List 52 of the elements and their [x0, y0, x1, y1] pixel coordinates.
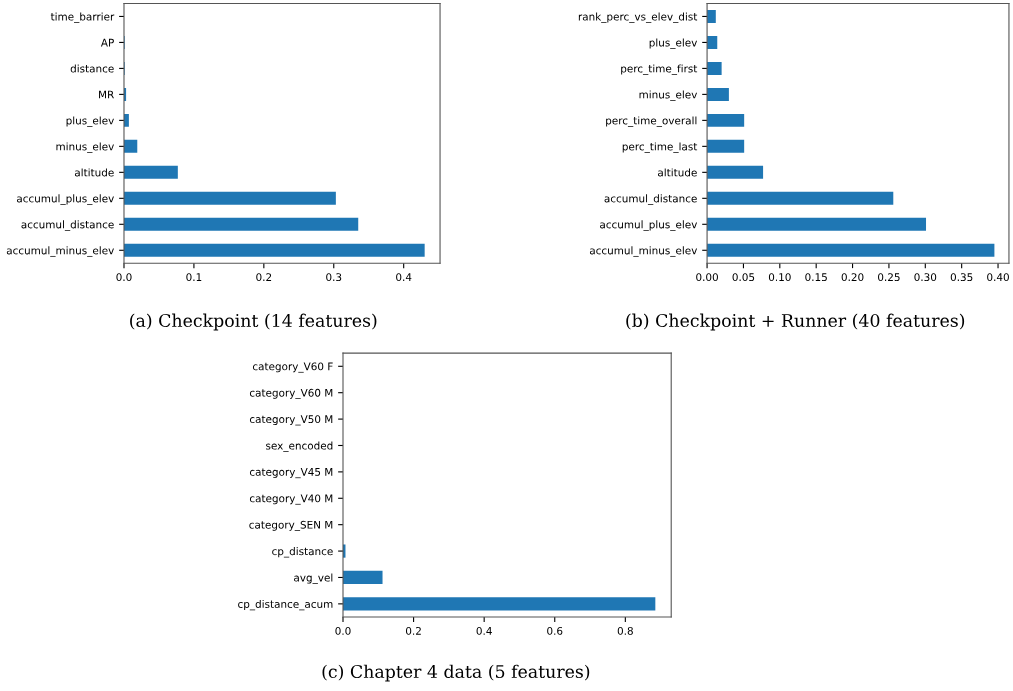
x-tick-label: 0.8: [617, 626, 633, 635]
y-tick-label: cp_distance_acum: [238, 599, 333, 611]
x-tick-label: 0.4: [476, 626, 492, 635]
y-tick-label: plus_elev: [649, 38, 698, 49]
y-tick-label: altitude: [74, 168, 114, 177]
x-tick-label: 0.6: [547, 626, 563, 635]
x-tick-label: 0.3: [326, 273, 342, 282]
y-tick-label: category_V45 M: [249, 468, 333, 479]
x-tick-label: 0.10: [768, 273, 791, 282]
y-tick-label: accumul_distance: [21, 220, 114, 231]
x-tick-label: 0.1: [186, 273, 202, 282]
x-tick-label: 0.2: [405, 626, 421, 635]
y-tick-label: category_V60 M: [249, 388, 333, 400]
x-tick-label: 0.05: [732, 273, 755, 282]
x-tick-label: 0.35: [950, 273, 973, 282]
text: (c) Chapter 4 data (5 features): [322, 664, 590, 682]
x-tick-label: 0.4: [396, 273, 412, 282]
y-tick-label: accumul_plus_elev: [16, 194, 114, 205]
x-tick-label: 0.00: [696, 273, 718, 282]
x-tick-label: 0.40: [987, 273, 1009, 282]
y-tick-label: MR: [99, 90, 114, 99]
x-tick-label: 0.2: [256, 273, 272, 282]
y-tick-label: accumul_plus_elev: [600, 220, 698, 231]
y-tick-label: cp_distance: [272, 547, 333, 558]
y-tick-label: rank_perc_vs_elev_dist: [578, 12, 698, 23]
x-tick-label: 0.25: [878, 273, 900, 282]
x-tick-label: 0.0: [335, 626, 351, 635]
y-tick-label: accumul_minus_elev: [589, 246, 698, 257]
y-tick-label: category_V60 F: [252, 362, 333, 373]
text: (a) Checkpoint (14 features): [130, 313, 377, 331]
y-tick-label: category_SEN M: [249, 520, 333, 531]
y-tick-label: avg_vel: [294, 573, 333, 584]
y-tick-label: perc_time_overall: [606, 116, 697, 127]
y-tick-label: perc_time_last: [622, 142, 698, 153]
y-tick-label: time_barrier: [50, 12, 115, 23]
y-tick-label: accumul_minus_elev: [6, 246, 114, 257]
y-tick-label: accumul_distance: [604, 194, 697, 205]
y-tick-label: minus_elev: [56, 142, 114, 153]
y-tick-label: category_V50 M: [249, 415, 333, 426]
y-tick-label: altitude: [658, 168, 697, 177]
y-tick-label: minus_elev: [639, 90, 698, 101]
y-tick-label: sex_encoded: [266, 441, 333, 452]
text: (b) Checkpoint + Runner (40 features): [626, 313, 965, 331]
x-tick-label: 0.30: [914, 273, 937, 282]
y-tick-label: category_V40 M: [249, 494, 333, 505]
y-tick-label: distance: [70, 64, 114, 73]
y-tick-label: AP: [100, 38, 114, 47]
x-tick-label: 0.20: [841, 273, 864, 282]
x-tick-label: 0.0: [116, 273, 132, 282]
y-tick-label: plus_elev: [66, 116, 114, 127]
x-tick-label: 0.15: [805, 273, 827, 282]
y-tick-label: perc_time_first: [621, 64, 698, 75]
